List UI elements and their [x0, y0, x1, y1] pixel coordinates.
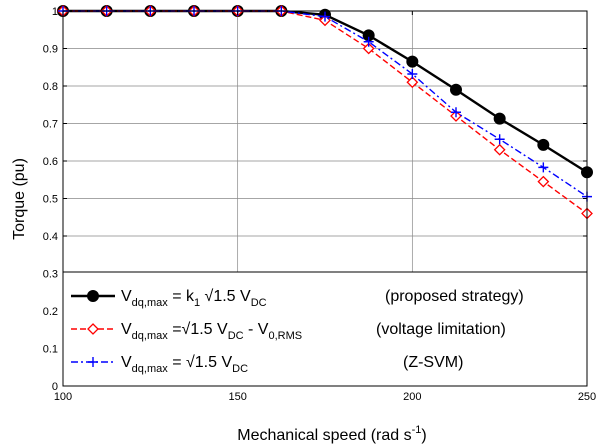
series-0-point-8 — [406, 55, 419, 68]
series-1-point-11 — [537, 175, 550, 188]
y-tick-label-10: 1 — [52, 6, 58, 18]
y-axis-label: Torque (pu) — [11, 158, 28, 240]
legend-entry-0: Vdq,max = k1 √1.5 VDC (proposed strategy) — [71, 288, 524, 309]
legend-marker-0 — [87, 290, 99, 302]
x-tick-label-1: 150 — [228, 391, 246, 403]
y-tick-label-8: 0.8 — [43, 81, 58, 93]
series-2-point-6 — [320, 11, 330, 22]
x-axis-label: Mechanical speed (rad s-1) — [237, 424, 426, 444]
x-tick-label-0: 100 — [54, 391, 72, 403]
series-0-point-9 — [450, 83, 462, 96]
series-1-point-7 — [362, 42, 375, 55]
legend-marker-2 — [88, 357, 98, 367]
x-tick-label-3: 250 — [578, 391, 596, 403]
series-0-point-10 — [493, 112, 506, 125]
legend-label-2: Vdq,max = √1.5 VDC — [121, 354, 248, 375]
series-2-point-10 — [494, 134, 505, 145]
legend-note-2: (Z-SVM) — [403, 354, 463, 371]
legend-note-0: (proposed strategy) — [385, 288, 524, 305]
series-2-point-7 — [363, 36, 374, 47]
y-tick-label-1: 0.1 — [43, 344, 58, 356]
y-tick-label-9: 0.9 — [43, 44, 58, 56]
series-2-point-9 — [451, 107, 461, 118]
y-tick-label-7: 0.7 — [43, 119, 58, 131]
series-2-point-11 — [538, 162, 549, 173]
legend-note-1: (voltage limitation) — [376, 321, 506, 338]
series-1-point-8 — [406, 76, 419, 89]
y-tick-label-2: 0.2 — [43, 306, 58, 318]
x-axis-label-close: ) — [421, 427, 426, 444]
legend-label-0: Vdq,max = k1 √1.5 VDC — [121, 288, 267, 309]
legend-label-1: Vdq,max =√1.5 VDC - V0,RMS — [121, 321, 302, 342]
y-tick-label-0: 0 — [52, 381, 58, 393]
legend: Vdq,max = k1 √1.5 VDC (proposed strategy)… — [62, 271, 588, 387]
series-0-point-11 — [537, 138, 550, 151]
legend-entry-1: Vdq,max =√1.5 VDC - V0,RMS (voltage limit… — [71, 321, 506, 342]
y-tick-label-4: 0.4 — [43, 231, 58, 243]
x-tick-label-2: 200 — [403, 391, 421, 403]
y-tick-label-6: 0.6 — [43, 156, 58, 168]
y-tick-label-5: 0.5 — [43, 194, 58, 206]
legend-box — [62, 271, 588, 387]
legend-marker-1 — [87, 323, 99, 335]
legend-entry-2: Vdq,max = √1.5 VDC (Z-SVM) — [71, 354, 463, 375]
series-2-point-8 — [407, 69, 418, 79]
y-tick-label-3: 0.3 — [43, 269, 58, 281]
series-1-point-10 — [493, 143, 506, 156]
x-axis-label-superscript: -1 — [412, 424, 422, 436]
